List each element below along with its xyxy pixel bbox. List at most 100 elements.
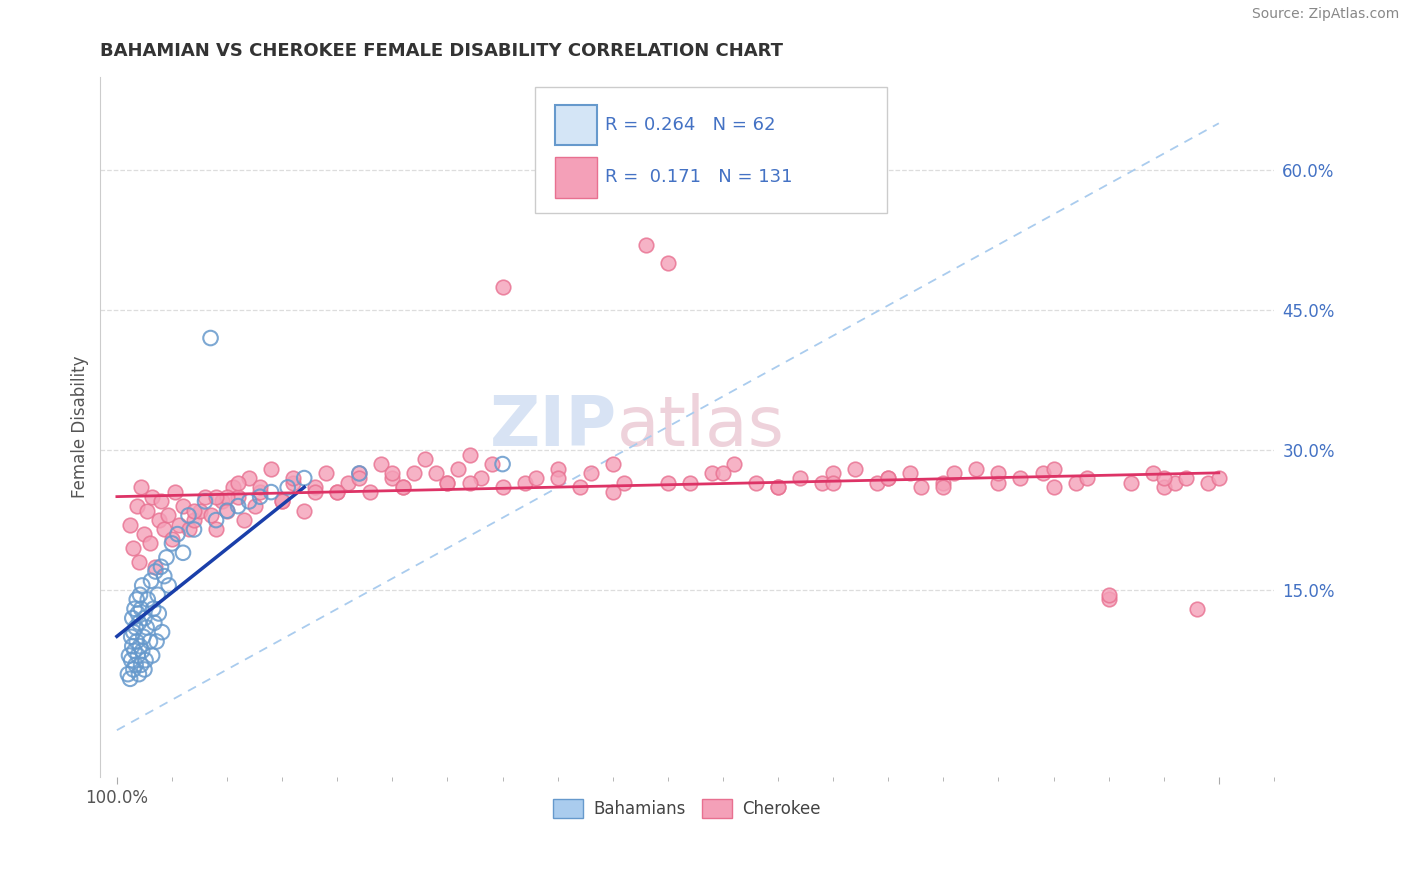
Point: [425, 467, 447, 481]
Legend: Bahamians, Cherokee: Bahamians, Cherokee: [547, 792, 828, 824]
Point: [148, 513, 170, 527]
Point: [118, 648, 141, 663]
Point: [156, 508, 179, 523]
Point: [491, 457, 513, 471]
Point: [877, 471, 900, 485]
Point: [125, 592, 148, 607]
Point: [1098, 588, 1121, 602]
Point: [392, 480, 415, 494]
Point: [128, 667, 150, 681]
Point: [125, 499, 148, 513]
Point: [238, 494, 260, 508]
Point: [160, 536, 183, 550]
Point: [121, 639, 143, 653]
Point: [141, 648, 163, 663]
Point: [124, 657, 146, 672]
Point: [211, 494, 233, 508]
Point: [132, 630, 155, 644]
Point: [1031, 467, 1053, 481]
Point: [877, 471, 900, 485]
Point: [205, 513, 228, 527]
Point: [337, 475, 360, 490]
Point: [183, 513, 205, 527]
Point: [470, 471, 492, 485]
Point: [679, 475, 702, 490]
Point: [166, 527, 188, 541]
Point: [547, 462, 569, 476]
Point: [139, 574, 162, 588]
Point: [177, 508, 200, 523]
Point: [579, 467, 602, 481]
Point: [1185, 602, 1208, 616]
Point: [122, 625, 145, 640]
Point: [153, 523, 176, 537]
Point: [149, 494, 172, 508]
Point: [1042, 480, 1064, 494]
Point: [1153, 471, 1175, 485]
Point: [124, 620, 146, 634]
Point: [145, 565, 167, 579]
Point: [200, 508, 222, 523]
Point: [634, 237, 657, 252]
Point: [898, 467, 921, 481]
Point: [349, 467, 371, 481]
Point: [134, 663, 156, 677]
Point: [136, 592, 159, 607]
Point: [194, 490, 217, 504]
Point: [910, 480, 932, 494]
Point: [700, 467, 723, 481]
Point: [326, 485, 349, 500]
Point: [131, 644, 153, 658]
Point: [238, 471, 260, 485]
Point: [167, 517, 190, 532]
Point: [602, 457, 624, 471]
Point: [415, 452, 437, 467]
Point: [194, 494, 217, 508]
Point: [205, 490, 228, 504]
Point: [129, 602, 152, 616]
Point: [613, 475, 636, 490]
Text: Source: ZipAtlas.com: Source: ZipAtlas.com: [1251, 7, 1399, 21]
Point: [153, 569, 176, 583]
Point: [249, 480, 271, 494]
Point: [392, 480, 415, 494]
Point: [200, 331, 222, 345]
Text: R =  0.171   N = 131: R = 0.171 N = 131: [605, 169, 793, 186]
Text: BAHAMIAN VS CHEROKEE FEMALE DISABILITY CORRELATION CHART: BAHAMIAN VS CHEROKEE FEMALE DISABILITY C…: [100, 42, 783, 60]
Point: [326, 485, 349, 500]
Point: [134, 527, 156, 541]
Point: [226, 499, 249, 513]
Point: [129, 588, 152, 602]
Point: [491, 480, 513, 494]
Point: [292, 504, 315, 518]
Point: [134, 611, 156, 625]
Point: [602, 485, 624, 500]
Point: [513, 475, 536, 490]
Point: [349, 467, 371, 481]
Point: [283, 471, 305, 485]
FancyBboxPatch shape: [554, 104, 596, 145]
Point: [148, 607, 170, 621]
Point: [283, 475, 305, 490]
Point: [381, 467, 404, 481]
Point: [436, 475, 458, 490]
Point: [370, 457, 392, 471]
Point: [127, 648, 149, 663]
Point: [315, 467, 337, 481]
Point: [932, 475, 955, 490]
Point: [217, 504, 239, 518]
Point: [965, 462, 987, 476]
Point: [139, 536, 162, 550]
Point: [271, 494, 294, 508]
Point: [122, 663, 145, 677]
Point: [260, 485, 283, 500]
Point: [205, 523, 228, 537]
Point: [524, 471, 547, 485]
Point: [120, 653, 142, 667]
Point: [124, 644, 146, 658]
Point: [404, 467, 426, 481]
Point: [1119, 475, 1142, 490]
Point: [232, 513, 254, 527]
FancyBboxPatch shape: [534, 87, 887, 213]
Point: [120, 672, 142, 686]
